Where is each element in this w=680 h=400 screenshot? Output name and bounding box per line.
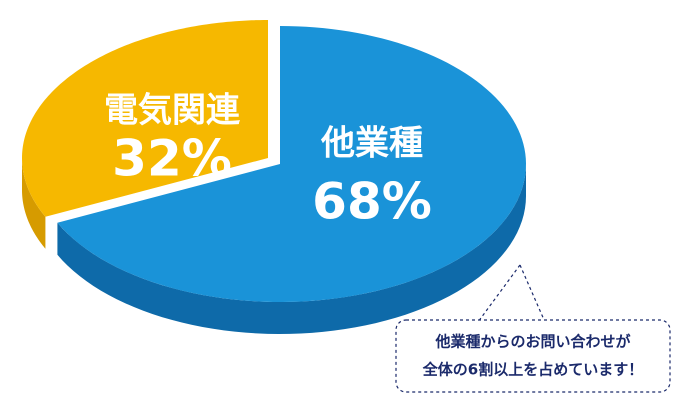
value-label: 32% (112, 130, 232, 188)
slice (22, 20, 269, 217)
value-label: 68% (312, 173, 432, 231)
slice-side (57, 164, 527, 334)
slice (57, 26, 526, 302)
callout-box (395, 319, 671, 393)
pie-sides (22, 158, 527, 334)
category-label: 他業種 (320, 124, 423, 164)
pie-tops (22, 20, 526, 302)
annotation-line: 全体の6割以上を占めています！ (422, 361, 643, 379)
category-label: 電気関連 (104, 91, 241, 131)
slice-side (22, 158, 46, 249)
annotation-line: 他業種からのお問い合わせが (434, 333, 631, 351)
callout-pointer (477, 264, 546, 323)
